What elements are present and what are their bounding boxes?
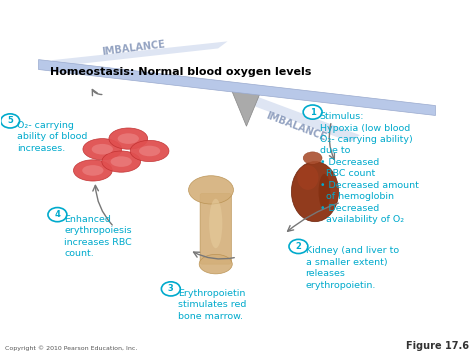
Ellipse shape xyxy=(130,140,169,162)
Ellipse shape xyxy=(102,151,141,172)
Ellipse shape xyxy=(297,165,319,190)
Text: 2: 2 xyxy=(295,242,301,251)
Ellipse shape xyxy=(82,165,103,176)
Text: O₂- carrying
ability of blood
increases.: O₂- carrying ability of blood increases. xyxy=(17,121,88,153)
Ellipse shape xyxy=(319,174,330,209)
Ellipse shape xyxy=(189,176,234,204)
Ellipse shape xyxy=(118,133,139,144)
Text: IMBALANCE: IMBALANCE xyxy=(101,40,165,57)
Text: Copyright © 2010 Pearson Education, Inc.: Copyright © 2010 Pearson Education, Inc. xyxy=(5,345,138,351)
Text: IMBALANCE: IMBALANCE xyxy=(264,110,328,142)
Ellipse shape xyxy=(109,128,148,149)
Ellipse shape xyxy=(83,138,122,160)
Ellipse shape xyxy=(199,255,232,274)
Text: Homeostasis: Normal blood oxygen levels: Homeostasis: Normal blood oxygen levels xyxy=(50,67,311,77)
Text: Erythropoietin
stimulates red
bone marrow.: Erythropoietin stimulates red bone marro… xyxy=(178,289,246,321)
Polygon shape xyxy=(230,86,263,126)
Ellipse shape xyxy=(139,146,160,156)
FancyBboxPatch shape xyxy=(200,193,231,264)
Polygon shape xyxy=(43,42,228,68)
Polygon shape xyxy=(237,93,360,142)
Ellipse shape xyxy=(73,160,112,181)
Circle shape xyxy=(303,105,322,119)
Ellipse shape xyxy=(292,162,338,222)
Text: Figure 17.6: Figure 17.6 xyxy=(406,341,469,351)
Circle shape xyxy=(161,282,180,296)
Text: Kidney (and liver to
a smaller extent)
releases
erythropoietin.: Kidney (and liver to a smaller extent) r… xyxy=(306,246,399,290)
Circle shape xyxy=(289,239,308,253)
Text: Stimulus:
Hypoxia (low blood
O₂- carrying ability)
due to
• Decreased
  RBC coun: Stimulus: Hypoxia (low blood O₂- carryin… xyxy=(319,112,419,224)
Text: 5: 5 xyxy=(7,116,13,125)
Circle shape xyxy=(48,208,67,222)
Text: 1: 1 xyxy=(310,108,316,116)
Text: 3: 3 xyxy=(168,284,173,293)
Circle shape xyxy=(0,114,19,128)
Polygon shape xyxy=(38,60,436,115)
Text: 4: 4 xyxy=(55,210,60,219)
Ellipse shape xyxy=(303,152,322,164)
Text: Enhanced
erythropoiesis
increases RBC
count.: Enhanced erythropoiesis increases RBC co… xyxy=(64,215,132,258)
Ellipse shape xyxy=(209,199,222,248)
Ellipse shape xyxy=(91,144,113,154)
Ellipse shape xyxy=(110,156,132,167)
